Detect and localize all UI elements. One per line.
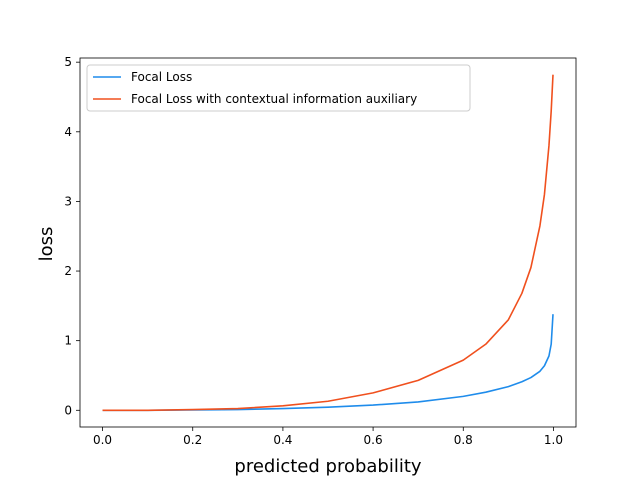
legend-label: Focal Loss with contextual information a… xyxy=(131,92,417,106)
plot-lines xyxy=(102,74,554,412)
plot-axes: 0.0 0.2 0.4 0.6 0.8 1.0 0 1 2 3 4 5 xyxy=(64,55,577,447)
y-tick-label: 2 xyxy=(64,264,72,278)
y-tick-label: 0 xyxy=(64,403,72,417)
x-tick-label: 1.0 xyxy=(544,433,563,447)
x-tick-label: 0.0 xyxy=(93,433,112,447)
y-tick-label: 3 xyxy=(64,194,72,208)
series-line-1 xyxy=(102,314,554,412)
x-tick-label: 0.6 xyxy=(364,433,383,447)
series-line-2 xyxy=(102,74,554,412)
x-axis-label: predicted probability xyxy=(234,456,421,477)
y-axis-label: loss xyxy=(36,227,57,262)
legend-box xyxy=(86,64,471,112)
legend-label: Focal Loss xyxy=(131,70,192,84)
x-tick-label: 0.4 xyxy=(273,433,292,447)
y-tick-label: 5 xyxy=(64,55,72,69)
plot-frame xyxy=(79,57,577,428)
y-tick-label: 1 xyxy=(64,334,72,348)
legend: Focal Loss Focal Loss with contextual inf… xyxy=(86,64,471,112)
x-tick-label: 0.2 xyxy=(183,433,202,447)
x-tick-label: 0.8 xyxy=(454,433,473,447)
y-tick-label: 4 xyxy=(64,125,72,139)
